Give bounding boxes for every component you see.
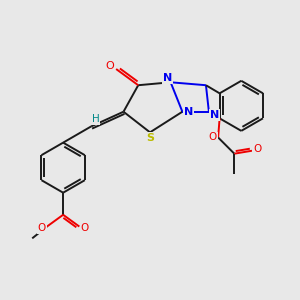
- Text: N: N: [210, 110, 219, 120]
- Text: O: O: [209, 133, 217, 142]
- Text: O: O: [80, 223, 89, 233]
- Text: H: H: [92, 114, 99, 124]
- Text: N: N: [184, 107, 193, 117]
- Text: O: O: [38, 223, 46, 233]
- Text: S: S: [146, 133, 154, 142]
- Text: N: N: [163, 73, 172, 83]
- Text: O: O: [253, 144, 261, 154]
- Text: O: O: [105, 61, 114, 71]
